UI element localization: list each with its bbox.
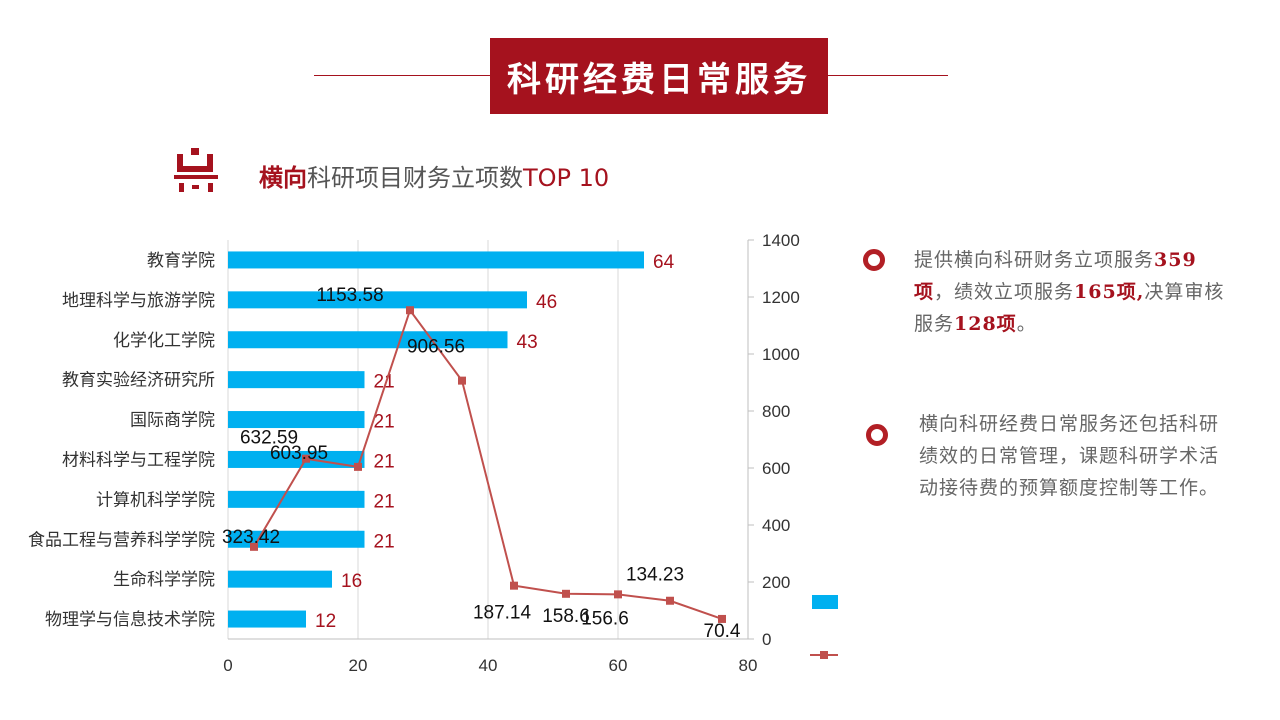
bullet-ring-icon xyxy=(866,424,888,446)
note-emphasis: 128项 xyxy=(954,313,1017,335)
section-title-rest: 科研项目财务立项数 xyxy=(307,164,523,192)
bar-value-label: 12 xyxy=(315,611,336,632)
bar xyxy=(228,610,306,628)
bar-value-label: 21 xyxy=(374,372,395,393)
line-value-label: 906.56 xyxy=(407,337,465,358)
secondary-tick-label: 400 xyxy=(762,516,790,535)
line-value-label: 70.4 xyxy=(704,621,741,642)
note-emphasis: 项 xyxy=(914,281,935,303)
bar xyxy=(228,371,365,389)
title-rule-left xyxy=(314,75,490,76)
title-rule-right xyxy=(828,75,948,76)
line-value-label: 156.6 xyxy=(581,608,629,629)
note-2: 横向科研经费日常服务还包括科研绩效的日常管理，课题科研学术活动接待费的预算额度控… xyxy=(919,408,1235,504)
bar xyxy=(228,450,365,468)
secondary-tick-label: 600 xyxy=(762,459,790,478)
line-point xyxy=(614,590,622,599)
category-label: 国际商学院 xyxy=(130,411,215,431)
note-text: 决算审核服务 xyxy=(914,281,1225,335)
line-point xyxy=(406,306,414,315)
x-tick-label: 20 xyxy=(349,656,368,675)
bar-value-label: 16 xyxy=(341,571,362,592)
combo-chart: 0 200 400 600 800 1000 1200 1400 0 20 40 60 80 教育学院 64… xyxy=(28,231,838,675)
line-series-path xyxy=(253,308,723,620)
category-label: 化学化工学院 xyxy=(113,331,215,351)
podium-icon xyxy=(174,148,218,192)
bar-value-label: 21 xyxy=(374,491,395,512)
bar-value-label: 43 xyxy=(517,332,538,353)
line-value-label: 323.42 xyxy=(222,527,280,548)
note-emphasis: 359 xyxy=(1154,249,1197,271)
note-1: 提供横向科研财务立项服务359 项，绩效立项服务165项,决算审核服务128项。 xyxy=(914,244,1232,340)
category-label: 材料科学与工程学院 xyxy=(62,450,215,470)
line-point xyxy=(250,542,258,551)
bar xyxy=(228,331,508,349)
bar-value-label: 64 xyxy=(653,252,675,273)
line-point xyxy=(666,596,674,605)
line-value-label: 187.14 xyxy=(473,603,532,624)
section-title-tail: TOP 10 xyxy=(523,164,610,192)
bar xyxy=(228,291,527,309)
note-text: ，绩效立项服务 xyxy=(934,281,1075,303)
bullet-ring-icon xyxy=(863,249,885,271)
category-label: 教育实验经济研究所 xyxy=(62,371,215,391)
section-title: 横向科研项目财务立项数TOP 10 xyxy=(259,158,609,193)
line-value-label: 1153.58 xyxy=(316,285,383,306)
legend-swatch-bar xyxy=(812,595,838,609)
secondary-tick-label: 1200 xyxy=(762,288,800,307)
note-text: 。 xyxy=(1016,313,1037,335)
category-label: 食品工程与营养科学学院 xyxy=(28,530,215,550)
bar-value-label: 46 xyxy=(536,292,557,313)
line-value-label: 134.23 xyxy=(626,565,684,586)
category-label: 计算机科学学院 xyxy=(96,490,215,510)
bar-value-label: 21 xyxy=(374,531,395,552)
category-label: 物理学与信息技术学院 xyxy=(45,610,215,630)
x-tick-label: 80 xyxy=(739,656,758,675)
secondary-tick-label: 1000 xyxy=(762,345,800,364)
line-point xyxy=(718,614,726,623)
bar xyxy=(228,490,365,508)
line-value-label: 632.59 xyxy=(240,428,298,449)
x-tick-label: 40 xyxy=(479,656,498,675)
section-title-highlight: 横向 xyxy=(259,164,307,192)
line-point xyxy=(510,581,518,590)
bar xyxy=(228,251,644,269)
bar-value-label: 21 xyxy=(374,412,395,433)
category-label: 生命科学学院 xyxy=(113,570,215,590)
note-text: 提供横向科研财务立项服务 xyxy=(914,249,1155,271)
secondary-tick-label: 800 xyxy=(762,402,790,421)
note-emphasis: 165项, xyxy=(1074,281,1145,303)
bar-value-label: 21 xyxy=(374,451,395,472)
x-tick-label: 0 xyxy=(223,656,232,675)
category-label: 地理科学与旅游学院 xyxy=(62,291,215,311)
bar xyxy=(228,570,332,588)
page-title: 科研经费日常服务 xyxy=(490,38,828,114)
line-point xyxy=(354,462,362,471)
bar xyxy=(228,411,365,429)
legend-swatch-marker xyxy=(820,651,828,659)
line-point xyxy=(302,454,310,463)
category-label: 教育学院 xyxy=(147,251,215,271)
line-point xyxy=(562,589,570,598)
line-point xyxy=(458,376,466,385)
note-text: 横向科研经费日常服务还包括科研绩效的日常管理，课题科研学术活动接待费的预算额度控… xyxy=(919,413,1220,499)
secondary-tick-label: 0 xyxy=(762,630,771,649)
secondary-tick-label: 1400 xyxy=(762,231,800,250)
line-value-label: 603.95 xyxy=(270,443,328,464)
line-value-label: 158.6 xyxy=(542,606,590,627)
x-tick-label: 60 xyxy=(609,656,628,675)
secondary-tick-label: 200 xyxy=(762,573,790,592)
